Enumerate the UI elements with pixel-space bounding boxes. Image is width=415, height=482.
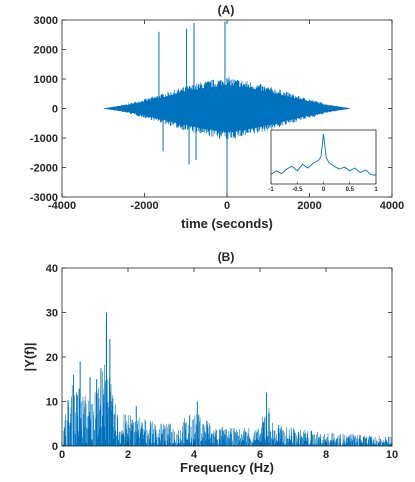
panel-b-spectrum	[62, 321, 392, 446]
panel-b-x-label: Frequency (Hz)	[180, 460, 274, 475]
panel-a-y-tick-label: 0	[52, 104, 58, 116]
panel-b-x-tick-label: 0	[59, 449, 65, 461]
panel-b-y-tick-label: 20	[46, 352, 58, 364]
panel-b-y-label: |Y(f)|	[22, 343, 37, 372]
panel-a-y-tick-label: -2000	[30, 163, 58, 175]
inset-x-tick-label: -0.5	[292, 187, 303, 193]
panel-b-y-tick-label: 40	[46, 263, 58, 275]
panel-a-x-tick-label: 4000	[380, 200, 404, 212]
panel-b-y-tick-label: 0	[52, 441, 58, 453]
panel-a-x-label: time (seconds)	[181, 216, 273, 231]
panel-a-signal-noise	[103, 77, 351, 140]
panel-a-y-tick-label: 2000	[34, 45, 58, 57]
inset-series-line	[270, 133, 377, 176]
panel-b-x-tick-label: 2	[125, 449, 131, 461]
inset-x-tick-label: 0.5	[346, 187, 355, 193]
panel-a-ticks: -4000 -2000 0 2000 4000 -3000 -2000 -1000 0 1000 2…	[30, 15, 404, 212]
panel-a-inset: -1 -0.5 0 0.5 1	[268, 129, 378, 193]
panel-a-x-tick-label: 2000	[297, 200, 321, 212]
panel-b-ticks: 0 2 4 6 8 10 0 10 20 30 40	[46, 263, 398, 461]
panel-a-x-tick-label: 0	[224, 200, 230, 212]
panel-a: (A) -1 -0.5 0 0.5 1 -4000 -2000 0 2000 4000 -3000…	[30, 3, 404, 231]
panel-a-y-tick-label: 3000	[34, 15, 58, 27]
inset-x-tick-label: 0	[322, 187, 326, 193]
panel-b-x-tick-label: 10	[386, 449, 398, 461]
panel-a-y-tick-label: 1000	[34, 74, 58, 86]
panel-b-plot-area	[62, 312, 392, 446]
inset-box	[270, 129, 377, 185]
panel-a-y-tick-label: -1000	[30, 133, 58, 145]
inset-x-tick-label: 1	[374, 187, 378, 193]
panel-b-y-tick-label: 10	[46, 397, 58, 409]
panel-a-y-tick-label: -3000	[30, 192, 58, 204]
inset-x-tick-label: -1	[268, 187, 274, 193]
panel-a-plot-area	[103, 21, 351, 197]
panel-b-x-tick-label: 8	[323, 449, 329, 461]
panel-b-x-tick-label: 4	[191, 449, 198, 461]
panel-b: (B) 0 2 4 6 8 10 0 10 20 30 40 Frequency (Hz) |Y(f…	[22, 250, 398, 475]
panel-b-title: (B)	[218, 250, 235, 264]
panel-a-x-tick-label: -2000	[130, 200, 158, 212]
panel-a-x-tick-label: -4000	[48, 200, 76, 212]
panel-a-title: (A)	[218, 3, 235, 17]
panel-b-x-tick-label: 6	[257, 449, 263, 461]
panel-b-y-tick-label: 30	[46, 308, 58, 320]
